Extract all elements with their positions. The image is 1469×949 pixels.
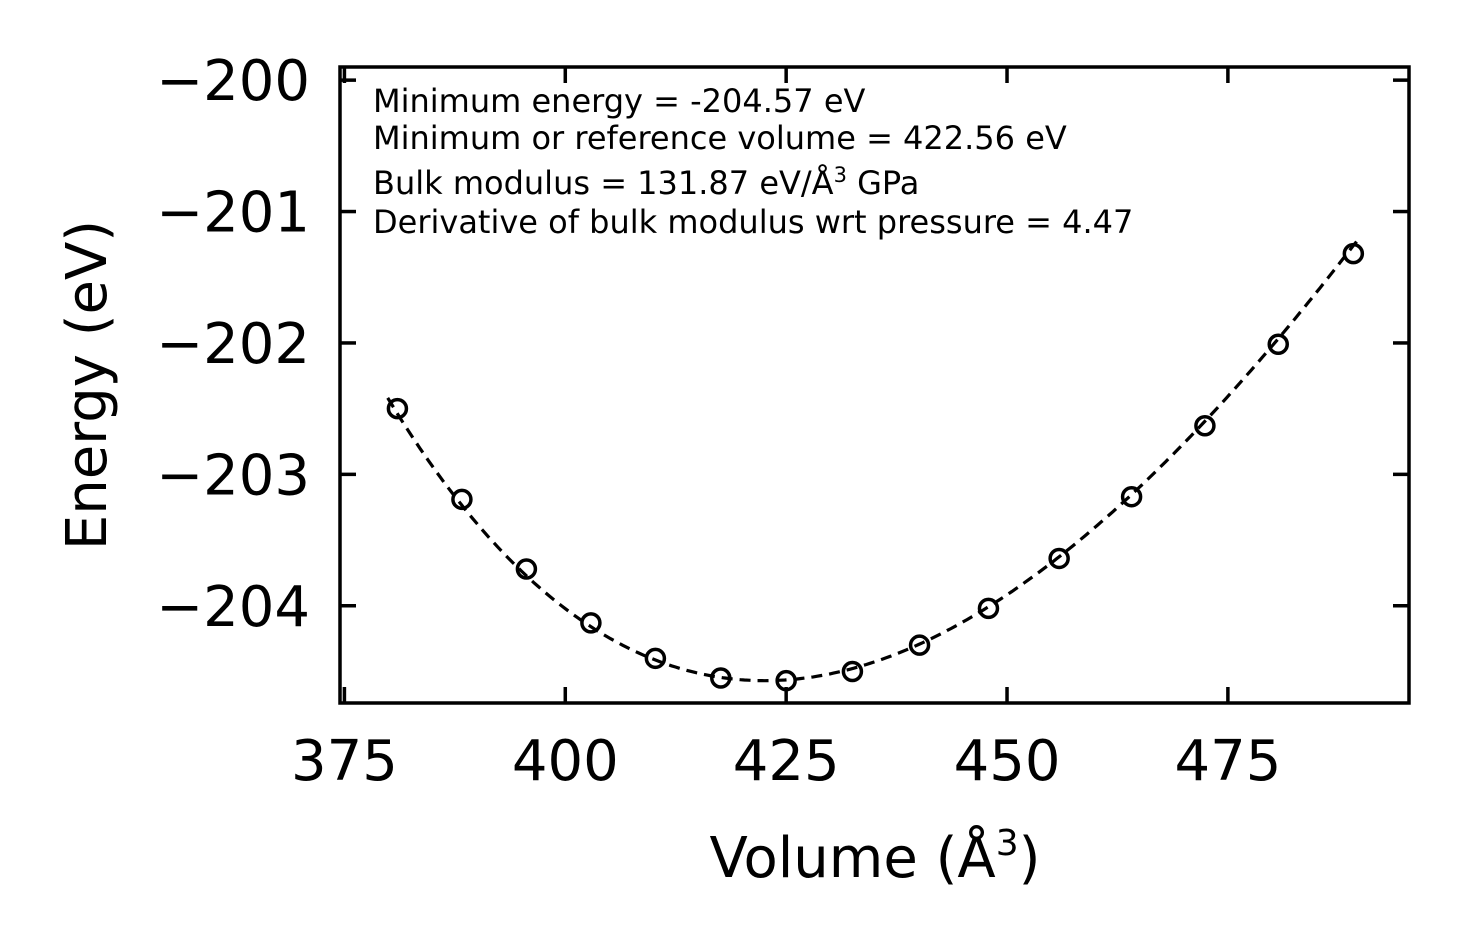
plot-frame [338, 65, 1411, 705]
data-point [775, 669, 797, 692]
fit-layer [386, 235, 1362, 683]
x-axis-label-sup: 3 [996, 823, 1019, 864]
data-point [710, 667, 732, 689]
data-point [386, 397, 409, 420]
data-point [1194, 414, 1216, 437]
x-tick-label: 450 [954, 729, 1061, 794]
x-tick-label: 375 [291, 729, 398, 794]
y-axis-label: Energy (eV) [55, 220, 120, 550]
data-point [908, 634, 931, 656]
y-tick-label: −203 [156, 443, 310, 508]
data-point [1267, 333, 1289, 356]
annotation-box: Minimum energy = -204.57 eV Minimum or r… [373, 82, 1133, 241]
fit-curve [386, 235, 1362, 683]
data-point [451, 488, 473, 511]
y-tick-label: −204 [156, 575, 310, 640]
x-axis-label: Volume (Å3) [710, 823, 1041, 891]
y-tick-label: −202 [156, 312, 310, 377]
x-tick-label: 425 [733, 729, 840, 794]
x-axis-label-text: Volume (Å [710, 825, 996, 891]
annotation-bulk-derivative: Derivative of bulk modulus wrt pressure … [373, 203, 1133, 241]
y-tick-label: −200 [156, 49, 310, 114]
ticks-layer [340, 67, 1409, 703]
data-point [580, 612, 602, 634]
x-tick-labels: 375 400 425 450 475 [291, 729, 1281, 794]
data-point [977, 597, 1000, 620]
annotation-bulk-modulus-sup: 3 [834, 163, 847, 187]
annotation-bulk-modulus-text: Bulk modulus = 131.87 eV/Å [373, 164, 834, 202]
x-axis-label-end: ) [1019, 826, 1041, 891]
data-point [515, 558, 538, 580]
y-tick-label: −201 [156, 181, 310, 246]
data-point [1048, 547, 1070, 570]
x-tick-label: 475 [1174, 729, 1281, 794]
annotation-bulk-modulus-unit: GPa [847, 164, 919, 202]
data-point [841, 660, 864, 683]
points-layer [386, 242, 1365, 692]
data-point [1120, 485, 1143, 508]
annotation-bulk-modulus: Bulk modulus = 131.87 eV/Å3 GPa [373, 163, 919, 202]
x-tick-label: 400 [512, 729, 619, 794]
annotation-ref-volume: Minimum or reference volume = 422.56 eV [373, 119, 1067, 157]
y-tick-labels: −200 −201 −202 −203 −204 [156, 49, 310, 640]
annotation-min-energy: Minimum energy = -204.57 eV [373, 82, 866, 120]
data-point [644, 647, 667, 670]
data-point [1342, 242, 1365, 265]
